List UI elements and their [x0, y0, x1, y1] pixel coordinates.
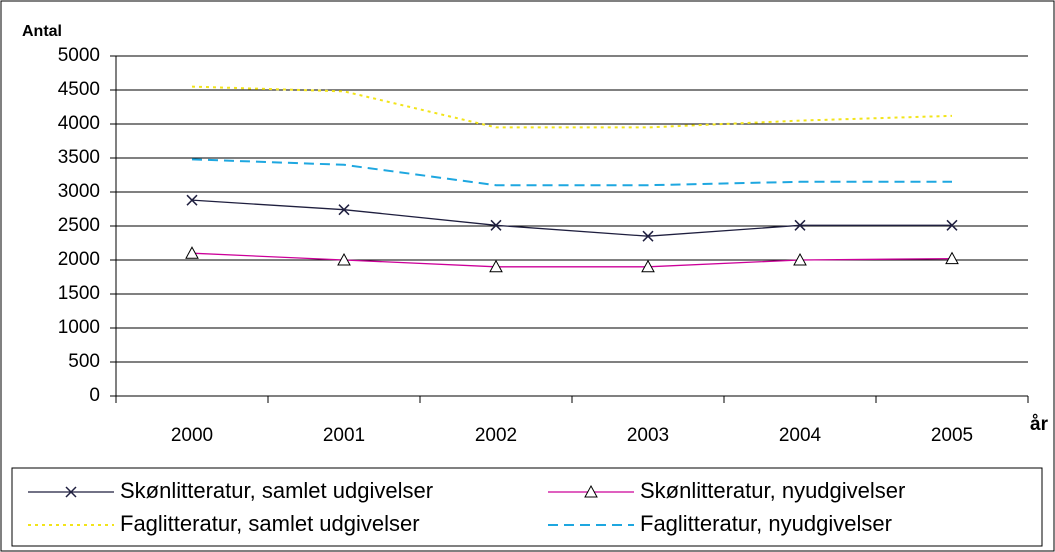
x-tick-label: 2003 — [627, 425, 669, 446]
legend-label: Skønlitteratur, samlet udgivelser — [120, 478, 433, 503]
x-tick-label: 2002 — [475, 425, 517, 446]
x-tick-label: 2004 — [779, 425, 822, 446]
legend-box — [11, 467, 1043, 547]
legend-label: Faglitteratur, nyudgivelser — [640, 511, 892, 536]
y-tick-label: 5000 — [58, 45, 100, 66]
marker-triangle — [337, 252, 351, 266]
y-tick-label: 500 — [68, 351, 100, 372]
y-tick-label: 2500 — [58, 215, 100, 236]
marker-triangle — [945, 251, 959, 265]
y-tick-label: 3500 — [58, 147, 100, 168]
marker-triangle — [489, 259, 503, 273]
y-tick-label: 4500 — [58, 79, 100, 100]
marker-x — [490, 219, 502, 231]
marker-x — [794, 219, 806, 231]
x-tick-label: 2005 — [931, 425, 973, 446]
x-tick-label: 2001 — [323, 425, 365, 446]
y-tick-label: 0 — [89, 385, 100, 406]
marker-x — [186, 194, 198, 206]
y-tick-label: 4000 — [58, 113, 100, 134]
marker-x — [338, 204, 350, 216]
series-line — [191, 85, 953, 129]
legend-label: Skønlitteratur, nyudgivelser — [640, 478, 905, 503]
legend-label: Faglitteratur, samlet udgivelser — [120, 511, 420, 536]
x-tick-label: 2000 — [171, 425, 213, 446]
marker-triangle — [185, 246, 199, 259]
marker-x — [65, 486, 77, 498]
y-axis-label: Antal — [22, 23, 62, 40]
marker-triangle — [793, 252, 807, 266]
series-line — [191, 252, 953, 268]
marker-x — [946, 219, 958, 231]
y-tick-label: 2000 — [58, 249, 100, 270]
marker-triangle — [584, 484, 598, 498]
marker-x — [642, 230, 654, 242]
y-tick-label: 3000 — [58, 181, 100, 202]
marker-triangle — [641, 259, 655, 273]
y-tick-label: 1000 — [58, 317, 100, 338]
x-axis-label: år — [1030, 414, 1049, 435]
series-line — [191, 199, 952, 237]
y-tick-label: 1500 — [58, 283, 100, 304]
